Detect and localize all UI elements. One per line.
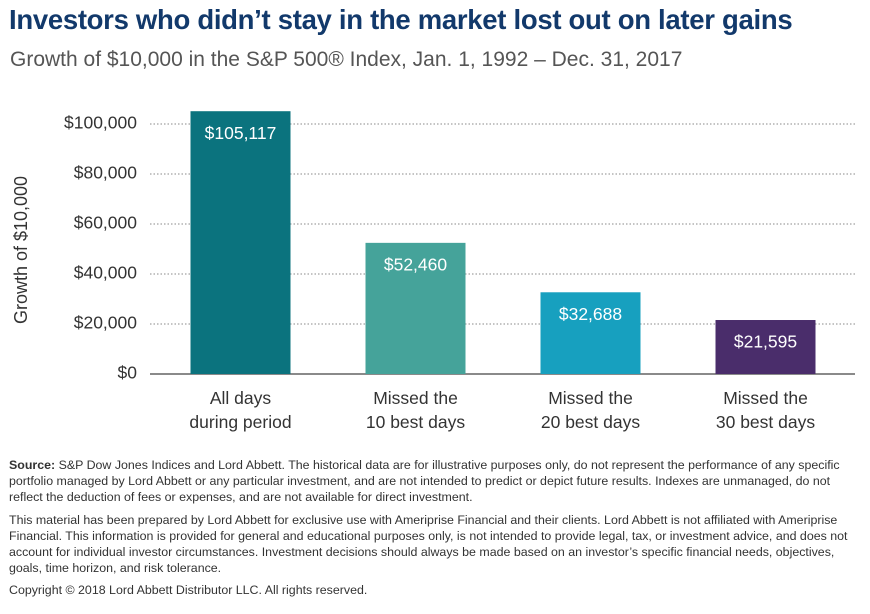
x-tick-label: Missed the 30 best days <box>715 388 816 432</box>
disclaimer: This material has been prepared by Lord … <box>9 512 848 576</box>
y-tick-label: $20,000 <box>74 313 138 333</box>
y-axis-title: Growth of $10,000 <box>11 176 31 324</box>
footnotes: Source: S&P Dow Jones Indices and Lord A… <box>9 457 865 605</box>
bar <box>190 111 291 375</box>
bar <box>540 292 641 374</box>
value-label: $21,595 <box>734 332 797 352</box>
chart-title: Investors who didn’t stay in the market … <box>9 4 793 35</box>
x-tick-label: Missed the 20 best days <box>540 388 641 432</box>
source-note: Source: S&P Dow Jones Indices and Lord A… <box>9 457 865 506</box>
y-tick-label: $100,000 <box>64 113 137 133</box>
x-tick-label: Missed the 10 best days <box>365 388 466 432</box>
bar <box>365 242 466 374</box>
value-label: $52,460 <box>384 254 448 274</box>
chart: Growth of $10,000 $0 $20,000 $40,000 $60,00… <box>11 111 855 383</box>
value-label: $32,688 <box>559 304 622 324</box>
bar <box>715 320 816 374</box>
chart-subtitle: Growth of $10,000 in the S&P 500® Index,… <box>10 48 683 71</box>
y-tick-label: $60,000 <box>74 213 138 233</box>
y-tick-label: $80,000 <box>74 163 138 183</box>
source-text: S&P Dow Jones Indices and Lord Abbett. T… <box>9 458 840 505</box>
source-label: Source: <box>9 458 56 472</box>
x-tick-label: All days during period <box>189 388 292 432</box>
y-tick-label: $0 <box>118 363 138 383</box>
value-label: $105,117 <box>205 123 277 143</box>
copyright: Copyright © 2018 Lord Abbett Distributor… <box>9 583 368 598</box>
y-tick-label: $40,000 <box>74 263 138 283</box>
